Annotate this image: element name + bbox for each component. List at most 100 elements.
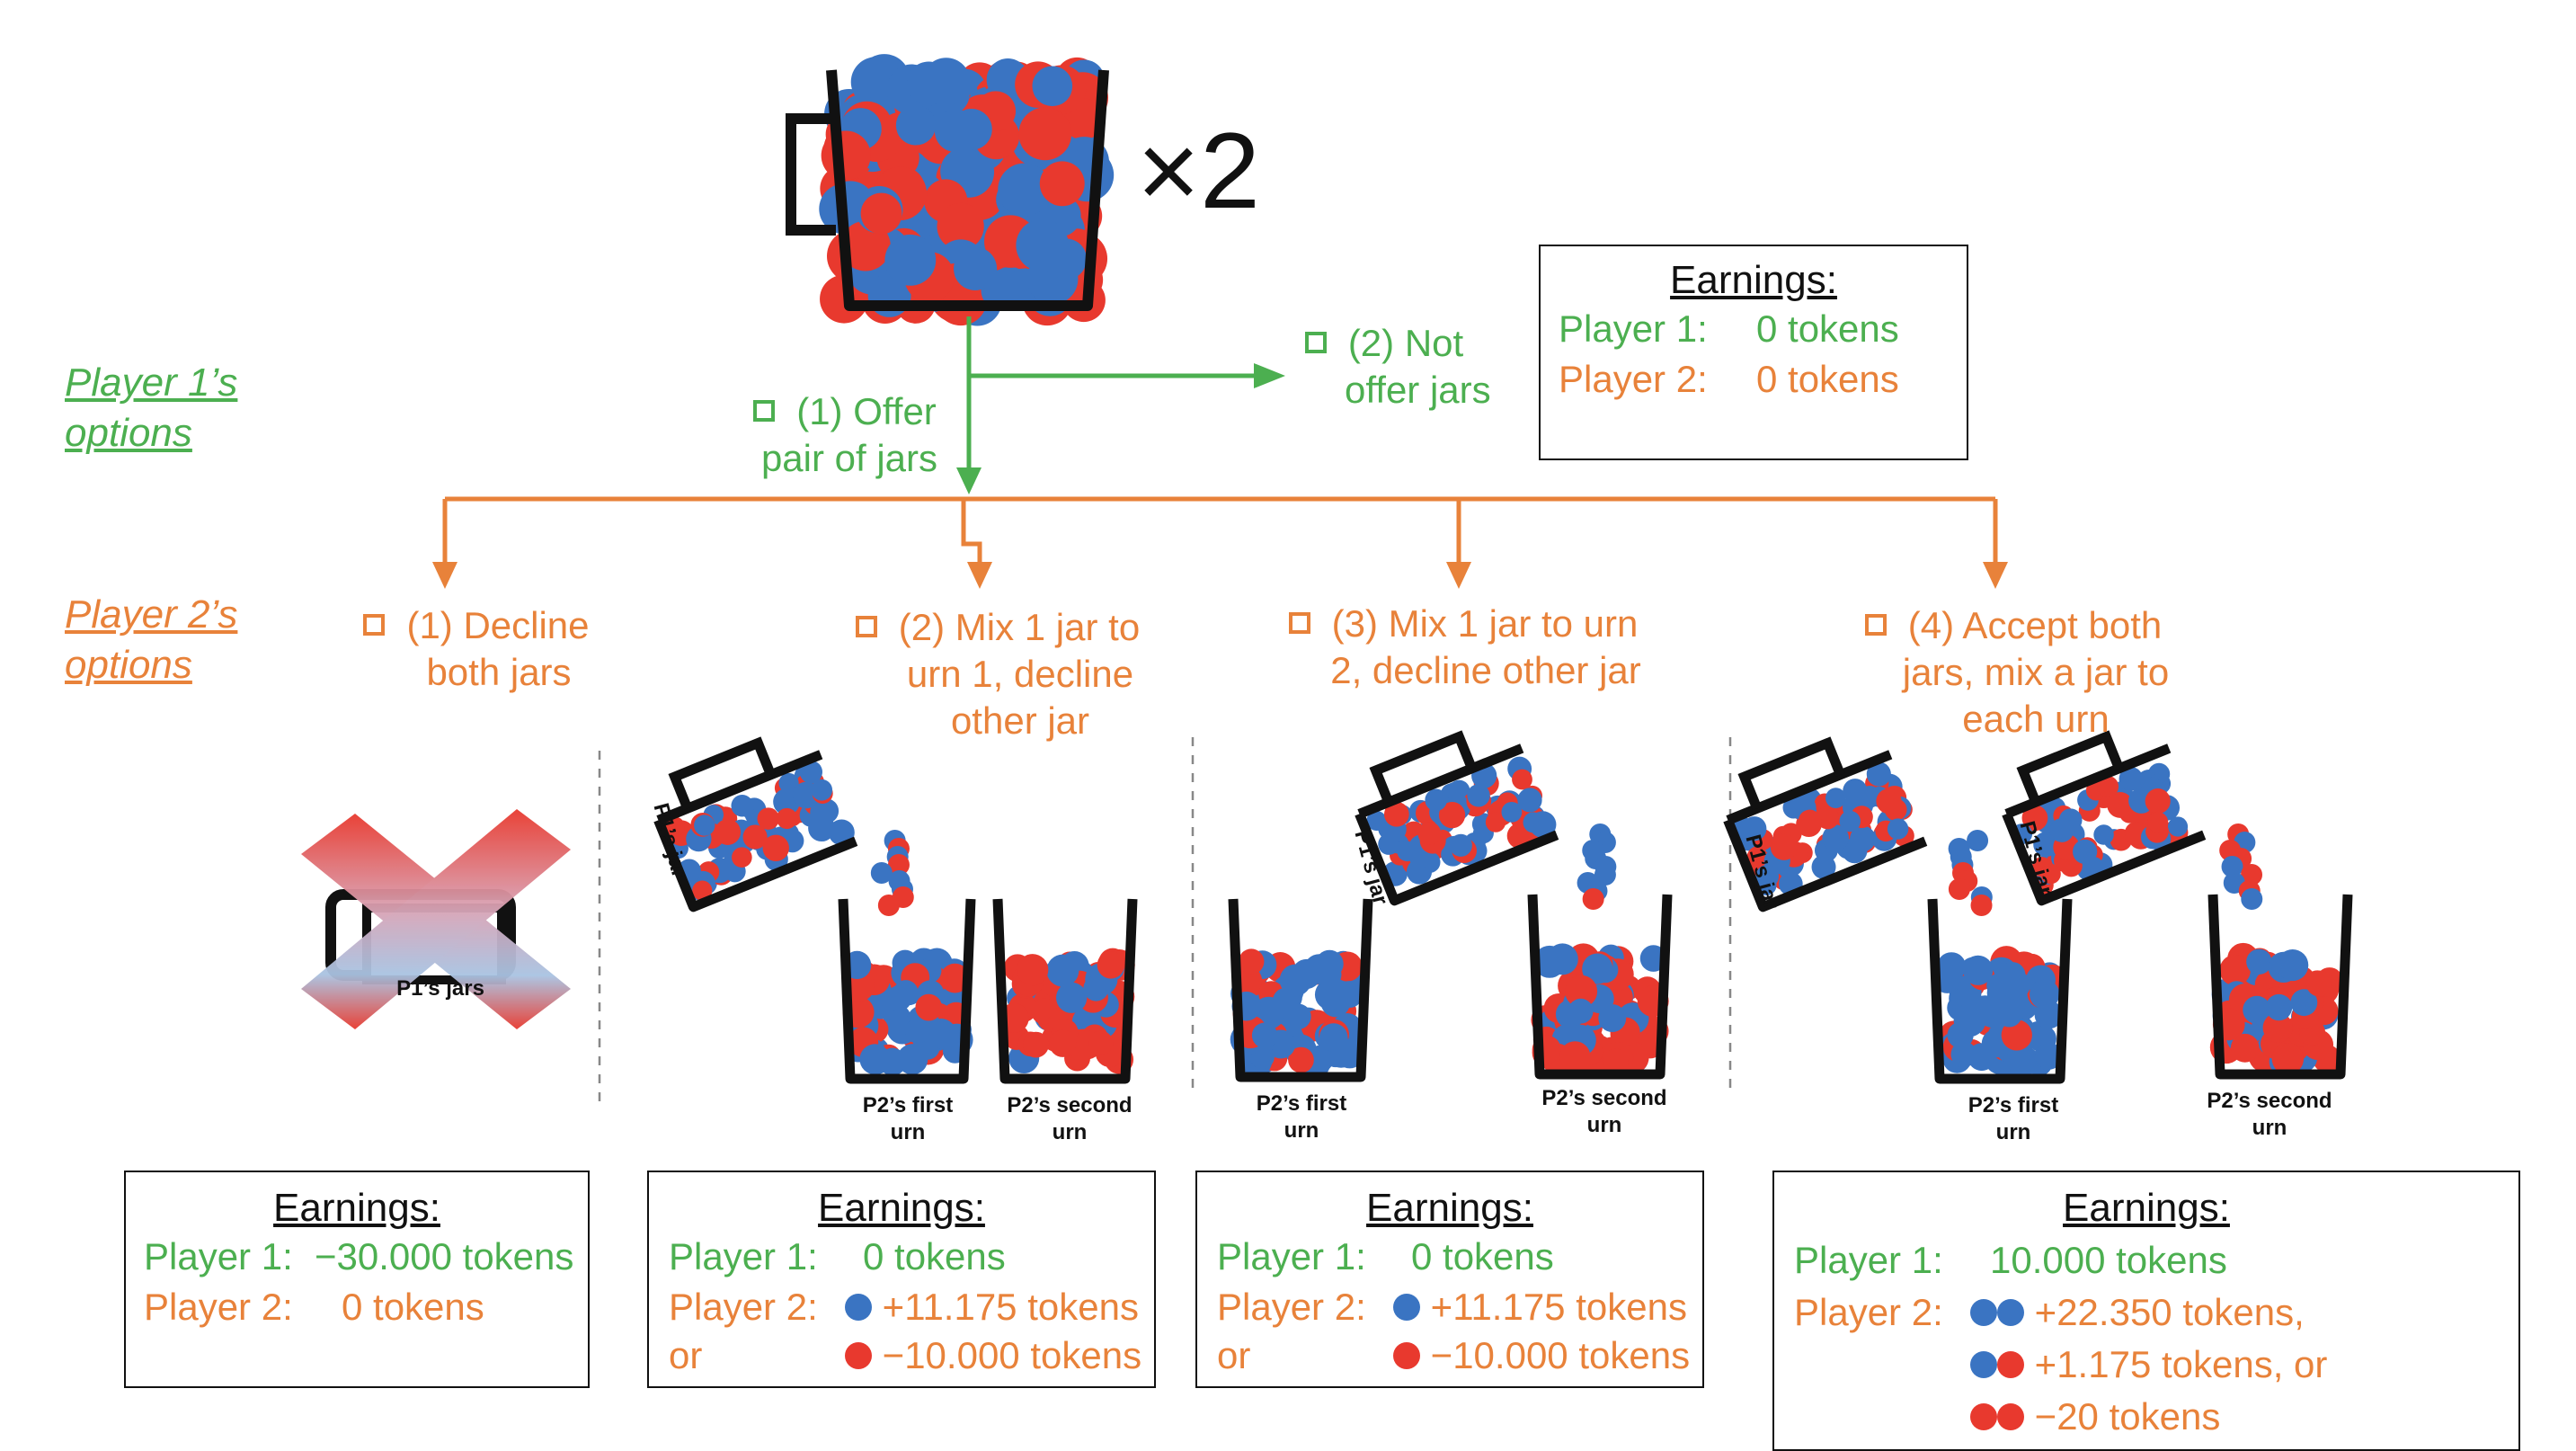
p2-choice-accept-both[interactable]: (4) Accept both jars, mix a jar to each … [1834,602,2193,743]
ball [953,246,998,290]
ball [1467,784,1490,807]
earnings-player2-row3: −20 tokens [1970,1392,2220,1442]
top-jar-body [826,69,1109,311]
ball [1552,945,1577,970]
earnings-title: Earnings: [1670,258,1837,302]
ball [1603,1048,1629,1075]
ball [937,202,984,251]
urn-icon [2207,894,2353,1080]
ball [1607,984,1633,1010]
pouring-jar-icon [1355,730,1559,906]
ball [811,779,833,801]
pouring-jar-icon [653,736,858,912]
pouring-stream [1948,830,1993,916]
ball [895,105,937,146]
ball [886,985,912,1011]
earnings-player2-alt-row: or −10.000 tokens [1217,1334,1691,1376]
ball [2167,816,2189,837]
ball [926,1019,956,1049]
earnings-player1-row: Player 1: 0 tokens [1217,1235,1554,1277]
ball [878,1047,907,1076]
checkbox-icon[interactable] [855,615,877,637]
ball [1559,1041,1591,1073]
ball [1336,981,1364,1009]
earnings-title: Earnings: [2063,1186,2230,1230]
ball [922,58,971,106]
ball [1018,107,1072,161]
ball [1417,822,1442,845]
checkbox-icon[interactable] [1288,611,1310,634]
pouring-jar-icon [2002,730,2207,906]
ball [742,824,768,850]
checkbox-icon[interactable] [753,399,776,422]
ball [1314,979,1346,1010]
p2-choice-decline[interactable]: (1) Decline both jars [324,602,629,696]
ball [664,816,685,838]
checkbox-icon[interactable] [1864,613,1887,636]
p1-choice-offer[interactable]: (1) Offer pair of jars [719,388,971,482]
not-offer-arrowhead [1254,363,1285,388]
blue-ball-icon [845,1293,872,1321]
multiplier-label: ×2 [1137,111,1260,231]
ball [904,1018,931,1044]
ball [1755,864,1780,888]
ball [808,815,836,842]
ball [860,192,902,235]
earnings-box-not-offer: Earnings: Player 1: 0 tokens Player 2: 0 t… [1539,245,1968,460]
ball [1501,801,1523,823]
ball [2277,949,2309,982]
earnings-title: Earnings: [818,1186,985,1230]
ball [2040,863,2061,885]
ball [2219,954,2251,986]
player2-decision-lines [442,496,1998,562]
checkbox-icon[interactable] [363,613,386,636]
ball [1866,761,1891,787]
ball [2271,1043,2305,1075]
ball [1056,982,1088,1013]
ball [762,834,789,862]
urn-icon [992,898,1138,1084]
p2-choice-mix-urn1[interactable]: (2) Mix 1 jar to urn 1, decline other ja… [827,604,1168,744]
player2-arrowheads [432,562,2008,589]
ball [1383,801,1409,827]
ball [2262,1012,2293,1043]
ball [1039,161,1085,207]
ball [1238,948,1265,975]
pouring-jar-icon [1723,736,1928,912]
ball [1937,952,1967,982]
ball [2305,970,2332,997]
ball [2243,995,2271,1024]
p1-choice-not-offer[interactable]: (2) Not offer jars [1258,320,1510,414]
checkbox-icon[interactable] [1304,331,1327,353]
ball [799,761,823,784]
ball [1568,998,1594,1024]
ball [778,772,799,794]
p2-choice-mix-urn2[interactable]: (3) Mix 1 jar to urn 2, decline other ja… [1275,601,1652,694]
p2-first-urn-label: P2’s first urn [862,1093,954,1144]
ball [940,963,970,993]
earnings-box-mix-urn2: Earnings: Player 1: 0 tokens Player 2: +1… [1195,1171,1704,1388]
ball [2029,979,2060,1010]
blue-ball-icon [1997,1298,2024,1326]
urn-icon [838,898,976,1084]
ball [2147,812,2169,833]
red-ball-icon [845,1341,872,1369]
red-ball-icon [1997,1402,2024,1430]
ball [692,880,713,901]
earnings-title: Earnings: [273,1186,440,1230]
ball [1822,824,1850,852]
ball [694,815,715,836]
ball [1816,806,1839,830]
column-separators [598,737,1732,1106]
ball [1032,66,1073,107]
ball [1315,961,1342,988]
earnings-player1-row: Player 1: 10.000 tokens [1794,1239,2227,1281]
blue-ball-icon [1970,1298,1997,1326]
ball [1582,953,1613,984]
ball [2290,989,2318,1017]
ball [821,130,871,181]
ball [1598,1004,1627,1032]
ball [1251,1022,1278,1048]
